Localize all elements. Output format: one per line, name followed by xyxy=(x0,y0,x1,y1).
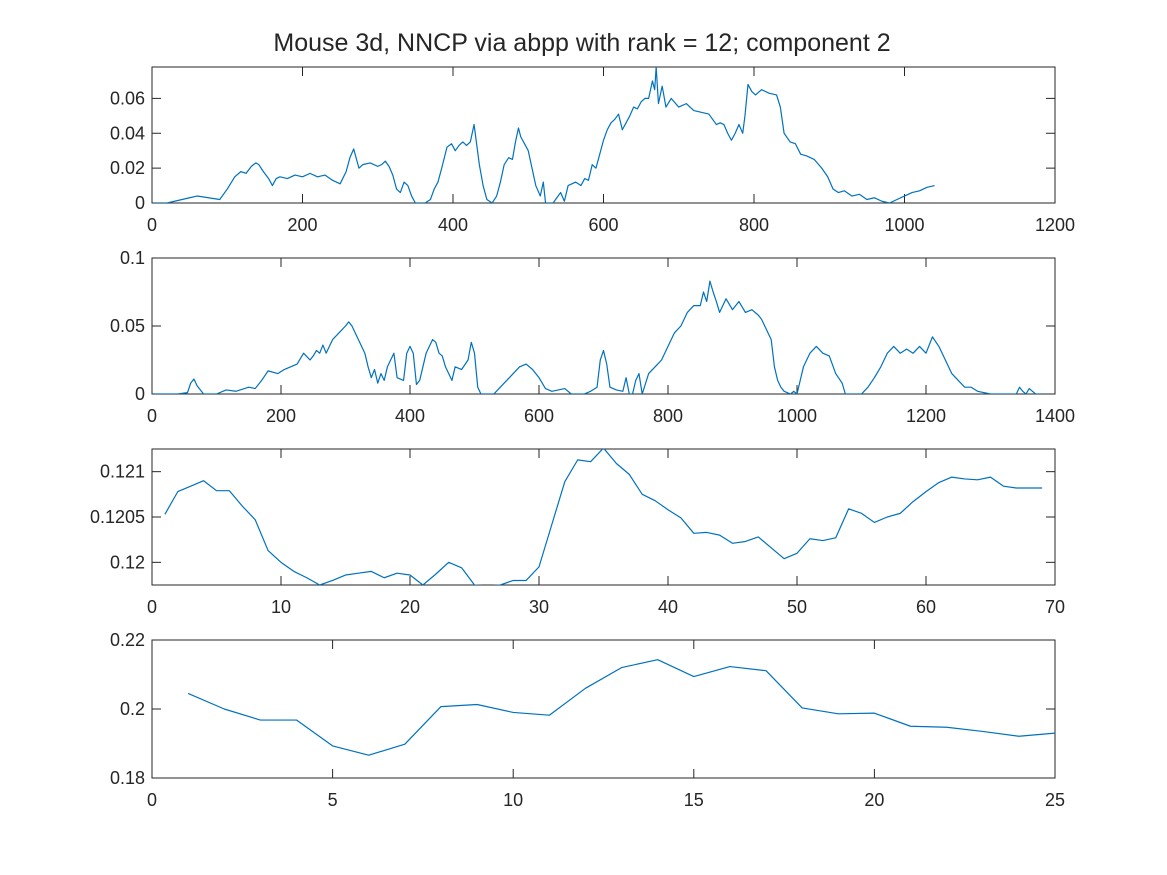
subplot-1: 0 200 400 600 800 1000 1200 0 0.02 0.04 0.06 xyxy=(110,66,1075,235)
x-tick-label: 70 xyxy=(1045,597,1065,617)
series-line-1 xyxy=(152,67,935,203)
y-tick-label: 0.22 xyxy=(110,630,145,650)
subplot-4: 0 5 10 15 20 25 0.18 0.2 0.22 xyxy=(110,630,1065,810)
y-tick-label: 0.121 xyxy=(100,462,145,482)
y-tick-label: 0.1205 xyxy=(90,507,145,527)
y-tick-label: 0.12 xyxy=(110,552,145,572)
figure-title: Mouse 3d, NNCP via abpp with rank = 12; … xyxy=(273,29,890,57)
y-tick-label: 0.06 xyxy=(110,88,145,108)
x-tick-label: 1000 xyxy=(884,215,924,235)
y-tick-label: 0.04 xyxy=(110,123,145,143)
axes-box-2 xyxy=(151,257,1056,395)
x-tick-label: 15 xyxy=(684,790,704,810)
axes-box-4 xyxy=(151,639,1056,779)
series-line-4 xyxy=(187,659,1055,756)
y-tick-label: 0.18 xyxy=(110,768,145,788)
x-tick-label: 10 xyxy=(271,597,291,617)
y-tick-label: 0.02 xyxy=(110,158,145,178)
subplot-2: 0 200 400 600 800 1000 1200 1400 0 0.05 0.1 xyxy=(110,248,1075,426)
x-tick-label: 1200 xyxy=(1035,215,1075,235)
axes-box-1 xyxy=(151,66,1056,204)
axes-box-3 xyxy=(151,448,1056,586)
x-tick-label: 0 xyxy=(147,215,157,235)
x-tick-label: 60 xyxy=(916,597,936,617)
x-tick-label: 1000 xyxy=(777,406,817,426)
x-tick-label: 200 xyxy=(266,406,296,426)
x-tick-label: 20 xyxy=(864,790,884,810)
x-tick-label: 600 xyxy=(588,215,618,235)
y-tick-label: 0.2 xyxy=(120,699,145,719)
x-tick-label: 10 xyxy=(503,790,523,810)
series-line-2 xyxy=(152,280,1043,394)
y-tick-label: 0 xyxy=(135,193,145,213)
series-line-3 xyxy=(164,449,1043,585)
x-tick-label: 50 xyxy=(787,597,807,617)
x-tick-label: 25 xyxy=(1045,790,1065,810)
x-tick-label: 400 xyxy=(438,215,468,235)
y-tick-label: 0 xyxy=(135,384,145,404)
x-tick-label: 30 xyxy=(529,597,549,617)
x-tick-label: 1200 xyxy=(906,406,946,426)
y-tick-label: 0.1 xyxy=(120,248,145,268)
x-tick-label: 0 xyxy=(147,406,157,426)
x-tick-label: 600 xyxy=(524,406,554,426)
y-tick-label: 0.05 xyxy=(110,316,145,336)
x-tick-label: 40 xyxy=(658,597,678,617)
x-tick-label: 400 xyxy=(395,406,425,426)
x-tick-label: 0 xyxy=(147,790,157,810)
x-tick-label: 800 xyxy=(653,406,683,426)
x-tick-label: 800 xyxy=(739,215,769,235)
subplot-3: 0 10 20 30 40 50 60 70 0.12 0.1205 0.121 xyxy=(90,448,1065,617)
x-tick-label: 200 xyxy=(287,215,317,235)
x-tick-label: 5 xyxy=(328,790,338,810)
x-tick-label: 20 xyxy=(400,597,420,617)
x-tick-label: 0 xyxy=(147,597,157,617)
x-tick-label: 1400 xyxy=(1035,406,1075,426)
